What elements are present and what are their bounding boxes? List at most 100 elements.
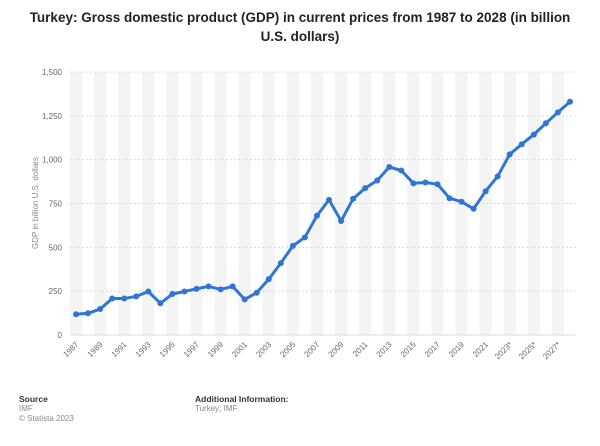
data-point	[518, 141, 525, 148]
plot-band	[431, 72, 444, 335]
data-point	[97, 306, 104, 313]
x-tick-label: 1999	[206, 340, 225, 359]
x-tick-label: 2015	[399, 340, 418, 359]
data-point	[446, 195, 453, 202]
plot-band	[238, 72, 251, 335]
plot-band	[166, 72, 179, 335]
data-point	[422, 179, 429, 186]
data-point	[121, 295, 128, 302]
data-point	[133, 293, 140, 300]
data-point	[494, 173, 501, 180]
data-point	[506, 151, 513, 158]
data-point	[253, 289, 260, 296]
source-block: Source IMF © Statista 2023	[19, 394, 74, 424]
data-point	[109, 295, 116, 302]
data-point	[193, 285, 200, 292]
data-point	[157, 300, 164, 307]
y-tick-label: 0	[58, 331, 63, 340]
data-point	[289, 242, 296, 249]
data-point	[350, 195, 357, 202]
data-point	[217, 286, 224, 293]
x-tick-label: 2019	[447, 340, 466, 359]
y-tick-label: 1,500	[42, 68, 63, 77]
data-point	[181, 288, 188, 295]
source-heading: Source	[19, 394, 48, 404]
plot-band	[503, 72, 516, 335]
plot-band	[262, 72, 275, 335]
data-point	[145, 288, 152, 295]
x-tick-label: 2021	[471, 340, 490, 359]
data-point	[554, 109, 561, 116]
source-value: IMF	[19, 404, 33, 413]
x-tick-label: 1993	[134, 340, 153, 359]
data-point	[301, 234, 308, 241]
data-point	[277, 260, 284, 267]
plot-band	[479, 72, 492, 335]
x-tick-label: 2009	[327, 340, 346, 359]
x-tick-label: 1995	[158, 340, 177, 359]
data-point	[265, 276, 272, 283]
data-point	[458, 198, 465, 205]
x-tick-label: 1989	[86, 340, 105, 359]
x-tick-label: 2007	[302, 340, 321, 359]
data-point	[313, 212, 320, 219]
data-point	[374, 177, 381, 184]
x-tick-label: 2003	[254, 340, 273, 359]
y-axis-label: GDP in billion U.S. dollars	[31, 157, 40, 249]
y-tick-label: 1,250	[42, 112, 63, 121]
data-point	[470, 205, 477, 212]
x-tick-label: 2023*	[493, 340, 514, 361]
plot-band	[94, 72, 107, 335]
plot-band	[383, 72, 396, 335]
data-point	[229, 283, 236, 290]
plot-band	[335, 72, 348, 335]
plot-band	[310, 72, 323, 335]
data-point	[338, 218, 345, 225]
data-point	[398, 167, 405, 174]
data-point	[326, 196, 333, 203]
x-tick-label: 2011	[351, 340, 370, 359]
gridlines	[70, 71, 576, 336]
data-point	[241, 296, 248, 303]
chart-title: Turkey: Gross domestic product (GDP) in …	[29, 10, 571, 44]
y-axis-ticks: 0 250 500 750 1,000 1,250 1,500	[42, 68, 63, 340]
plot-band	[359, 72, 372, 335]
x-tick-label: 2001	[230, 340, 249, 359]
data-point	[205, 283, 212, 290]
x-tick-label: 1997	[182, 340, 201, 359]
plot-band	[190, 72, 203, 335]
x-axis-ticks: 1987 1989 1991 1993 1995 1997 1999 2001 2003 2005…	[61, 340, 562, 362]
data-point	[410, 180, 417, 187]
data-point	[434, 181, 441, 188]
data-point	[566, 98, 573, 105]
additional-info-block: Additional Information: Turkey; IMF	[195, 394, 289, 414]
data-point	[85, 310, 92, 317]
data-point	[482, 188, 489, 195]
plot-bands	[70, 72, 564, 335]
y-tick-label: 500	[49, 243, 63, 252]
additional-info-heading: Additional Information:	[195, 394, 289, 404]
x-tick-label: 2025*	[517, 340, 538, 361]
plot-band	[407, 72, 420, 335]
plot-band	[286, 72, 299, 335]
plot-band	[214, 72, 227, 335]
x-tick-label: 2027*	[541, 340, 562, 361]
data-point	[542, 120, 549, 127]
data-point	[530, 131, 537, 138]
x-tick-label: 2013	[375, 340, 394, 359]
data-point	[386, 164, 393, 171]
y-tick-label: 1,000	[42, 156, 63, 165]
y-tick-label: 750	[49, 200, 63, 209]
x-tick-label: 2017	[423, 340, 442, 359]
copyright-text: © Statista 2023	[19, 414, 74, 423]
y-tick-label: 250	[49, 287, 63, 296]
plot-band	[70, 72, 83, 335]
data-point	[73, 311, 80, 318]
data-point	[362, 185, 369, 192]
plot-band	[142, 72, 155, 335]
plot-band	[551, 72, 564, 335]
x-tick-label: 2005	[278, 340, 297, 359]
x-tick-label: 1987	[61, 340, 80, 359]
x-tick-label: 1991	[110, 340, 129, 359]
